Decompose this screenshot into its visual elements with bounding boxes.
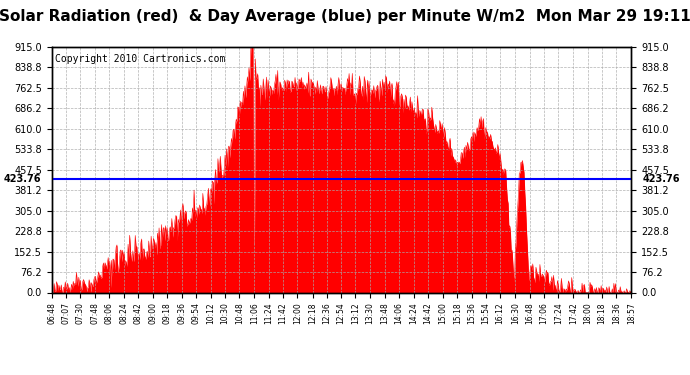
Text: 423.76: 423.76 (642, 174, 680, 184)
Text: Copyright 2010 Cartronics.com: Copyright 2010 Cartronics.com (55, 54, 225, 64)
Text: 423.76: 423.76 (3, 174, 41, 184)
Text: Solar Radiation (red)  & Day Average (blue) per Minute W/m2  Mon Mar 29 19:11: Solar Radiation (red) & Day Average (blu… (0, 9, 690, 24)
